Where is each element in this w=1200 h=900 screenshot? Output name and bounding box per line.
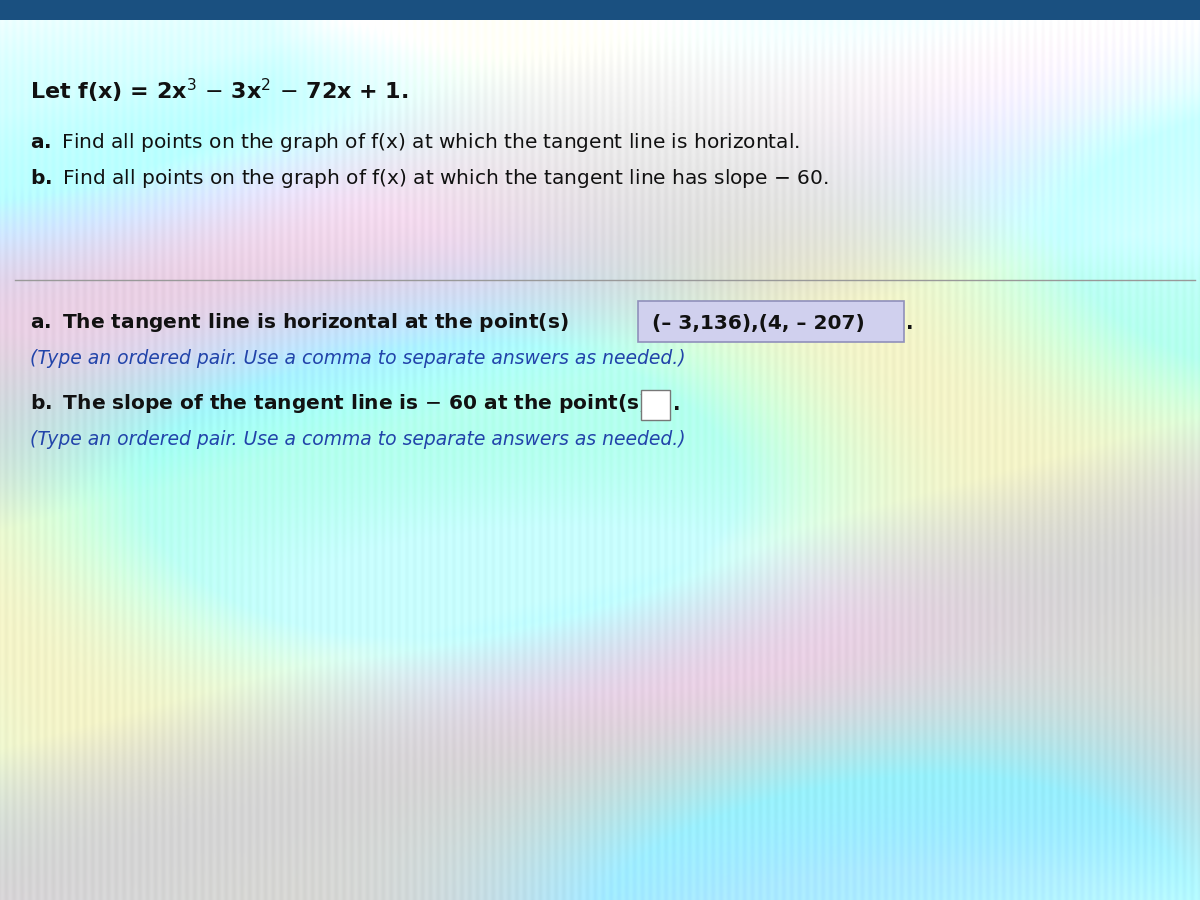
Text: .: . bbox=[906, 314, 913, 333]
Text: $\mathbf{a.}$ The tangent line is horizontal at the point(s): $\mathbf{a.}$ The tangent line is horizo… bbox=[30, 310, 569, 334]
Text: (Type an ordered pair. Use a comma to separate answers as needed.): (Type an ordered pair. Use a comma to se… bbox=[30, 349, 685, 368]
Text: $\mathbf{b.}$ The slope of the tangent line is $-$ 60 at the point(s): $\mathbf{b.}$ The slope of the tangent l… bbox=[30, 392, 648, 415]
Text: .: . bbox=[673, 395, 680, 414]
Text: (– 3,136),(4, – 207): (– 3,136),(4, – 207) bbox=[652, 314, 864, 333]
Text: (Type an ordered pair. Use a comma to separate answers as needed.): (Type an ordered pair. Use a comma to se… bbox=[30, 430, 685, 449]
Text: $\mathbf{b.}$ Find all points on the graph of f(x) at which the tangent line has: $\mathbf{b.}$ Find all points on the gra… bbox=[30, 166, 829, 190]
Bar bbox=[0, 0, 1200, 20]
Text: Let f(x) = 2x$^3$ $-$ 3x$^2$ $-$ 72x + 1.: Let f(x) = 2x$^3$ $-$ 3x$^2$ $-$ 72x + 1… bbox=[30, 76, 408, 104]
Text: $\mathbf{a.}$ Find all points on the graph of f(x) at which the tangent line is : $\mathbf{a.}$ Find all points on the gra… bbox=[30, 130, 800, 154]
